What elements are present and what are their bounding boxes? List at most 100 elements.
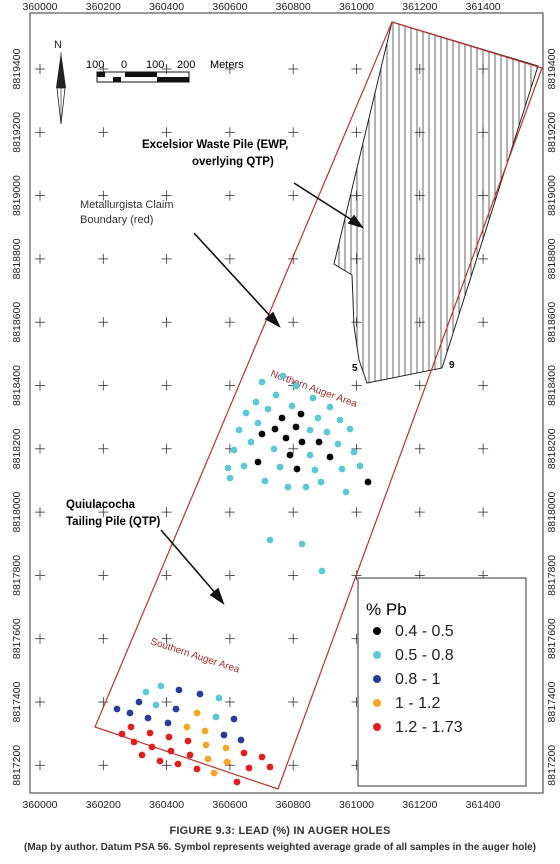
auger-hole-point [233, 778, 241, 786]
auger-hole-point [157, 682, 165, 690]
auger-hole-point [202, 741, 210, 749]
auger-hole-point [272, 391, 280, 399]
auger-hole-point [146, 729, 154, 737]
x-tick-label: 361400 [466, 799, 501, 811]
auger-hole-point [286, 451, 294, 459]
svg-text:N: N [54, 39, 62, 51]
auger-hole-point [288, 402, 296, 410]
auger-hole-point [314, 414, 322, 422]
y-tick-label: 8818600 [546, 302, 558, 343]
auger-hole-point [271, 425, 279, 433]
ewp-label-line1: Excelsior Waste Pile (EWP, [142, 139, 288, 151]
auger-hole-point [186, 751, 194, 759]
scale-label-b: 0 [121, 59, 127, 71]
x-tick-label: 360800 [276, 799, 311, 811]
auger-hole-point [252, 398, 260, 406]
auger-hole-point [298, 540, 306, 548]
y-tick-labels-left: 8819400 8819200 8819000 8818800 8818600 88184… [11, 48, 23, 785]
x-tick-label: 360000 [22, 1, 57, 13]
pointer-arrows [160, 182, 365, 606]
y-tick-label: 8817600 [546, 618, 558, 659]
x-tick-label: 360200 [86, 1, 121, 13]
auger-hole-point [364, 478, 372, 486]
auger-hole-point [311, 466, 319, 474]
auger-hole-point [326, 453, 334, 461]
x-tick-label: 360600 [212, 1, 247, 13]
auger-hole-point [302, 483, 310, 491]
y-tick-label: 8818600 [11, 302, 23, 343]
auger-hole-point [270, 445, 278, 453]
legend-symbol [373, 699, 381, 707]
auger-hole-point [334, 440, 342, 448]
x-tick-label: 360400 [149, 799, 184, 811]
auger-hole-point [172, 705, 180, 713]
auger-hole-point [230, 446, 238, 454]
auger-hole-point [223, 758, 231, 766]
x-tick-label: 361000 [339, 1, 374, 13]
auger-hole-point [118, 730, 126, 738]
legend-symbol [373, 675, 381, 683]
y-tick-label: 8817600 [11, 618, 23, 659]
auger-hole-point [261, 477, 269, 485]
y-tick-label: 8819000 [11, 175, 23, 216]
auger-hole-point [276, 463, 284, 471]
auger-hole-point [266, 763, 274, 771]
auger-hole-point [292, 423, 300, 431]
waste-pile-hatched-area [333, 21, 539, 384]
auger-hole-point [342, 488, 350, 496]
auger-hole-point [152, 701, 160, 709]
x-tick-label: 360400 [149, 1, 184, 13]
y-tick-label: 8817200 [11, 745, 23, 786]
auger-hole-point [323, 428, 331, 436]
legend-label: 0.5 - 0.8 [395, 647, 454, 664]
auger-hole-point [356, 462, 364, 470]
figure-title: FIGURE 9.3: LEAD (%) IN AUGER HOLES [169, 825, 391, 837]
auger-hole-point [215, 694, 223, 702]
x-tick-label: 361000 [339, 799, 374, 811]
y-tick-label: 8817800 [546, 555, 558, 596]
auger-hole-point [204, 755, 212, 763]
x-tick-label: 361200 [402, 799, 437, 811]
auger-hole-point [254, 419, 262, 427]
y-tick-label: 8818000 [11, 492, 23, 533]
qtp-label-line1: Quiulacocha [66, 499, 136, 511]
auger-hole-point [174, 760, 182, 768]
y-tick-label: 8819400 [11, 48, 23, 89]
auger-hole-point [230, 715, 238, 723]
auger-hole-point [183, 723, 191, 731]
auger-hole-point [306, 426, 314, 434]
auger-hole-point [242, 409, 250, 417]
y-tick-label: 8818000 [546, 492, 558, 533]
legend-box [357, 577, 527, 787]
y-tick-label: 8819200 [546, 112, 558, 153]
x-tick-label: 360600 [212, 799, 247, 811]
y-tick-label: 8819200 [11, 112, 23, 153]
y-tick-label: 8818400 [11, 365, 23, 406]
auger-hole-point [292, 382, 300, 390]
auger-hole-point [240, 749, 248, 757]
y-tick-label: 8817400 [11, 681, 23, 722]
auger-hole-point [138, 751, 146, 759]
auger-hole-point [184, 737, 192, 745]
map-canvas: 360000 360200 360400 360600 360800 361000 3612… [11, 1, 558, 811]
y-tick-label: 8818200 [11, 428, 23, 469]
auger-hole-point [226, 474, 234, 482]
claim-boundary [94, 21, 543, 790]
auger-hole-point [156, 757, 164, 765]
y-tick-label: 8818800 [546, 238, 558, 279]
auger-hole-point [167, 747, 175, 755]
auger-hole-point [317, 478, 325, 486]
auger-hole-point [258, 753, 266, 761]
scale-bar: 100 0 100 200 Meters [86, 59, 244, 83]
auger-hole-point [315, 438, 323, 446]
auger-hole-point [201, 727, 209, 735]
auger-hole-point [293, 465, 301, 473]
map-frame [29, 12, 544, 794]
figure-note: (Map by author. Datum PSA 56. Symbol rep… [24, 842, 536, 853]
y-tick-label: 8817200 [546, 745, 558, 786]
auger-hole-point [282, 434, 290, 442]
auger-hole-point [326, 403, 334, 411]
legend-symbol [373, 723, 381, 731]
scale-label-d: 200 [177, 59, 195, 71]
auger-hole-point [235, 426, 243, 434]
